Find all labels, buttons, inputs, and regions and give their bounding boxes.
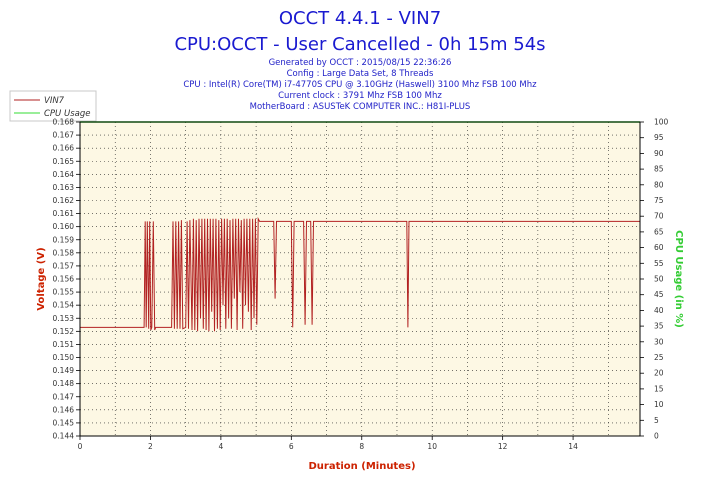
chart-legend: VIN7 CPU Usage bbox=[9, 90, 97, 122]
info-motherboard: MotherBoard : ASUSTeK COMPUTER INC.: H81… bbox=[250, 102, 471, 112]
y-tick-label: 0.157 bbox=[53, 261, 75, 270]
y-tick-label: 0.145 bbox=[53, 418, 75, 427]
y-tick-label: 0.163 bbox=[53, 183, 75, 192]
y2-tick-label: 0 bbox=[654, 432, 659, 441]
y-tick-label: 0.167 bbox=[53, 131, 75, 140]
y-tick-label: 0.160 bbox=[53, 222, 75, 231]
y2-tick-label: 30 bbox=[654, 337, 664, 346]
y2-tick-label: 55 bbox=[654, 259, 664, 268]
x-tick-label: 2 bbox=[148, 442, 153, 451]
x-tick-labels: 0 2 4 6 8 10 12 14 bbox=[78, 442, 578, 451]
series-line-vin7 bbox=[80, 216, 640, 332]
info-generated: Generated by OCCT : 2015/08/15 22:36:26 bbox=[269, 58, 452, 68]
y2-tick-label: 20 bbox=[654, 369, 664, 378]
y-tick-label: 0.147 bbox=[53, 392, 75, 401]
x-tick-label: 12 bbox=[498, 442, 508, 451]
y-tick-label: 0.158 bbox=[53, 248, 75, 257]
y-tick-label: 0.148 bbox=[53, 379, 75, 388]
axes bbox=[76, 121, 644, 440]
legend-label-cpu-usage: CPU Usage bbox=[44, 109, 90, 119]
plot-frame bbox=[79, 121, 641, 437]
chart-title-line2: CPU:OCCT - User Cancelled - 0h 15m 54s bbox=[174, 34, 545, 55]
y2-tick-label: 40 bbox=[654, 306, 664, 315]
y2-axis-label: CPU Usage (in %) bbox=[673, 230, 684, 328]
y2-tick-label: 95 bbox=[654, 133, 664, 142]
x-tick-label: 4 bbox=[218, 442, 223, 451]
y2-tick-label: 50 bbox=[654, 275, 664, 284]
x-axis-label: Duration (Minutes) bbox=[308, 461, 415, 472]
y2-tick-label: 45 bbox=[654, 290, 664, 299]
x-tick-label: 6 bbox=[289, 442, 294, 451]
y-tick-label: 0.166 bbox=[53, 144, 75, 153]
y2-tick-label: 70 bbox=[654, 212, 664, 221]
y-tick-label: 0.149 bbox=[53, 366, 75, 375]
y-tick-label: 0.153 bbox=[53, 314, 75, 323]
x-tick-label: 10 bbox=[427, 442, 437, 451]
chart-title-line1: OCCT 4.4.1 - VIN7 bbox=[279, 8, 441, 29]
legend-box bbox=[9, 90, 97, 122]
y2-tick-label: 5 bbox=[654, 416, 659, 425]
y2-tick-label: 90 bbox=[654, 149, 664, 158]
legend-label-vin7: VIN7 bbox=[44, 96, 65, 106]
y-tick-label: 0.146 bbox=[53, 405, 75, 414]
info-cpu: CPU : Intel(R) Core(TM) i7-4770S CPU @ 3… bbox=[183, 80, 537, 90]
y-tick-label: 0.151 bbox=[53, 340, 75, 349]
y2-tick-label: 15 bbox=[654, 384, 664, 393]
y-tick-label: 0.155 bbox=[53, 288, 75, 297]
y2-tick-label: 80 bbox=[654, 180, 664, 189]
y-tick-label: 0.168 bbox=[53, 118, 75, 127]
y2-tick-label: 75 bbox=[654, 196, 664, 205]
y-tick-label: 0.159 bbox=[53, 235, 75, 244]
y2-tick-label: 100 bbox=[654, 118, 669, 127]
y-tick-label: 0.154 bbox=[53, 301, 75, 310]
y2-tick-label: 65 bbox=[654, 227, 664, 236]
y-tick-label: 0.161 bbox=[53, 209, 75, 218]
y2-tick-label: 35 bbox=[654, 322, 664, 331]
y2-tick-label: 60 bbox=[654, 243, 664, 252]
y-tick-label: 0.162 bbox=[53, 196, 75, 205]
x-tick-label: 14 bbox=[568, 442, 578, 451]
y-tick-label: 0.152 bbox=[53, 327, 75, 336]
y-tick-label: 0.150 bbox=[53, 353, 75, 362]
y2-tick-label: 10 bbox=[654, 400, 664, 409]
y2-tick-labels: 0 5 10 15 20 25 30 35 40 45 50 55 60 65 70 75 80 85 90 95 10… bbox=[654, 118, 669, 441]
y2-tick-label: 85 bbox=[654, 165, 664, 174]
y-tick-label: 0.165 bbox=[53, 157, 75, 166]
info-current-clock: Current clock : 3791 Mhz FSB 100 Mhz bbox=[278, 91, 442, 101]
info-config: Config : Large Data Set, 8 Threads bbox=[287, 69, 434, 79]
y-tick-label: 0.164 bbox=[53, 170, 75, 179]
x-tick-label: 8 bbox=[359, 442, 364, 451]
x-tick-label: 0 bbox=[78, 442, 83, 451]
y-tick-label: 0.156 bbox=[53, 275, 75, 284]
y-axis-label: Voltage (V) bbox=[36, 247, 47, 310]
y-tick-labels: 0.144 0.145 0.146 0.147 0.148 0.149 0.150 0.151… bbox=[53, 118, 75, 441]
y-tick-label: 0.144 bbox=[53, 432, 75, 441]
y2-tick-label: 25 bbox=[654, 353, 664, 362]
